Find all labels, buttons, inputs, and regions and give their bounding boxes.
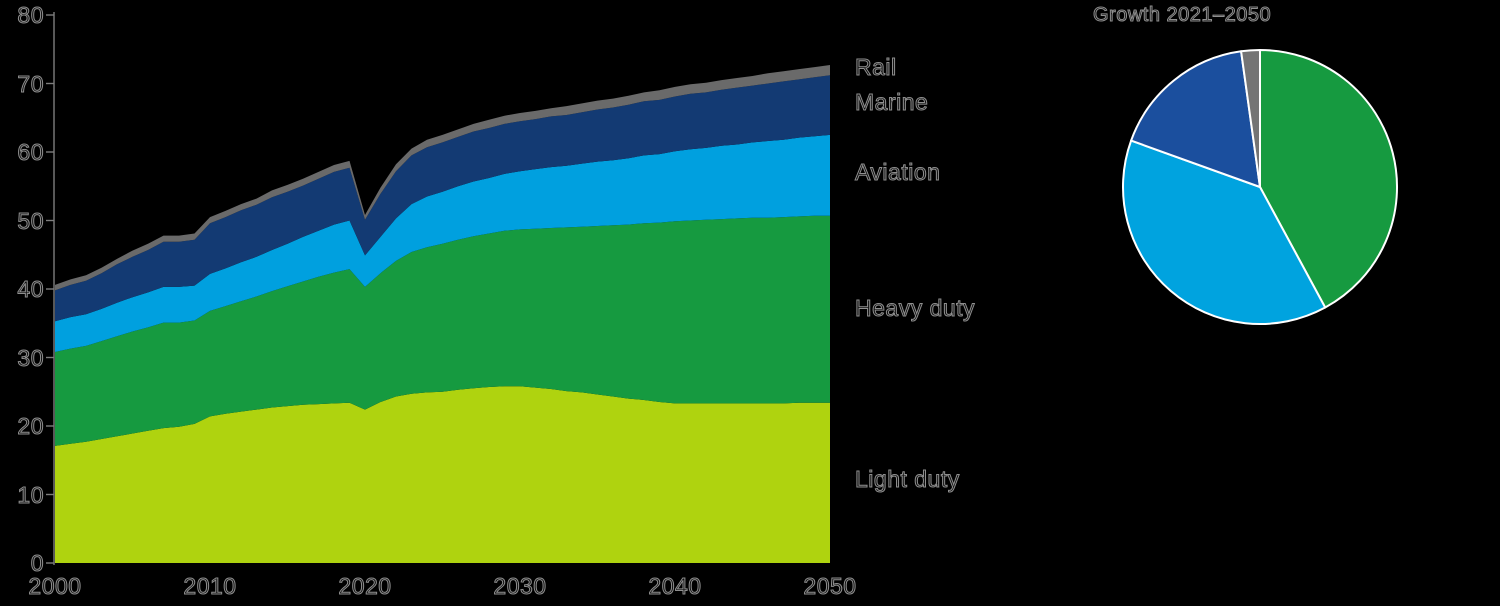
y-tick-label: 10 [17, 481, 44, 508]
x-tick-label: 2000 [28, 573, 82, 600]
pie-slice-aviation [1122, 139, 1327, 326]
y-tick-label: 20 [17, 413, 44, 440]
series-label-rail: Rail [855, 54, 897, 81]
y-tick-label: 70 [17, 70, 44, 97]
x-tick-label: 2010 [183, 573, 237, 600]
series-label-aviation: Aviation [854, 159, 941, 186]
y-tick-label: 30 [17, 344, 44, 371]
pie-slice-rail [1240, 48, 1261, 188]
y-tick-label: 80 [17, 2, 44, 29]
series-label-heavy-duty: Heavy duty [854, 295, 976, 322]
series-label-marine: Marine [854, 89, 929, 116]
x-tick-label: 2020 [338, 573, 392, 600]
y-tick-label: 0 [30, 550, 44, 577]
x-tick-label: 2040 [648, 573, 702, 600]
area-layer-heavy-duty [55, 215, 830, 446]
pie-chart-title: Growth 2021–2050 [1092, 4, 1272, 27]
series-label-light-duty: Light duty [855, 466, 960, 493]
y-tick-label: 40 [17, 276, 44, 303]
pie-slice-heavy-duty [1259, 49, 1398, 309]
y-tick-label: 50 [17, 207, 44, 234]
area-layer-aviation [55, 134, 830, 352]
area-layer-marine [55, 75, 830, 322]
pie-slice-marine [1130, 50, 1261, 188]
x-tick-label: 2030 [493, 573, 547, 600]
area-layer-light-duty [55, 386, 830, 563]
x-tick-label: 2050 [803, 573, 857, 600]
y-tick-label: 60 [17, 139, 44, 166]
